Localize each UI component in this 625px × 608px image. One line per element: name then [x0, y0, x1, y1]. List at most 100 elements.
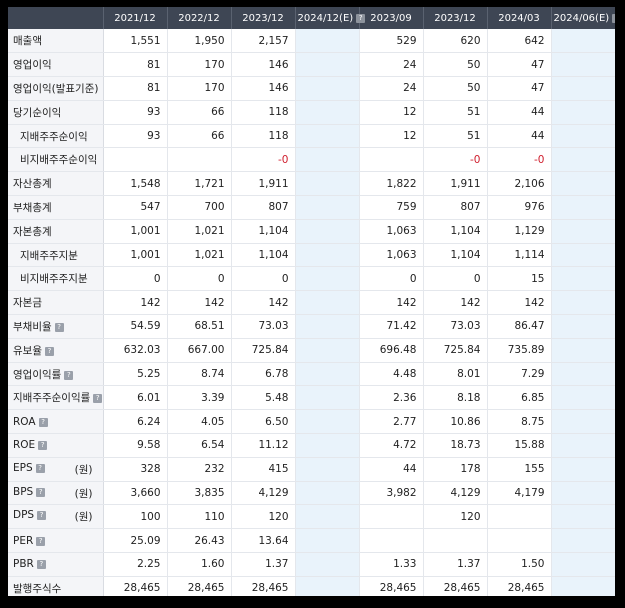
column-header: 2021/12	[103, 7, 168, 29]
value-cell	[423, 528, 488, 554]
value-cell: 2.25	[103, 552, 168, 577]
question-mark-icon[interactable]: ?	[93, 394, 103, 404]
value-cell: 2.36	[359, 385, 424, 411]
value-cell	[551, 76, 615, 101]
value-cell: 142	[359, 290, 424, 316]
table-row: 영업이익(발표기준) 81 170 146 24 50 47	[8, 76, 615, 101]
value-cell: 1,721	[167, 171, 232, 197]
question-mark-icon[interactable]: ?	[35, 463, 45, 473]
value-cell: 28,465	[423, 576, 488, 596]
table-row: DPS? (원) 100 110 120 120	[8, 504, 615, 530]
value-cell: 1,104	[423, 243, 488, 268]
question-mark-icon[interactable]: ?	[64, 370, 74, 380]
value-cell	[295, 243, 360, 268]
value-cell: 8.75	[487, 409, 552, 435]
value-cell: 6.24	[103, 409, 168, 435]
value-cell: 0	[231, 266, 296, 292]
question-mark-icon[interactable]: ?	[38, 417, 48, 427]
value-cell: 24	[359, 52, 424, 78]
value-cell	[295, 314, 360, 339]
value-cell	[359, 504, 424, 530]
value-cell: 1,129	[487, 219, 552, 244]
header-label-cell	[8, 7, 104, 29]
value-cell: 26.43	[167, 528, 232, 554]
value-cell: 4.05	[167, 409, 232, 435]
row-label[interactable]: ROA	[13, 415, 36, 428]
row-label[interactable]: EPS	[13, 461, 33, 474]
value-cell	[295, 219, 360, 244]
row-label[interactable]: PBR	[13, 558, 34, 571]
value-cell: 54.59	[103, 314, 168, 339]
question-mark-icon[interactable]: ?	[38, 441, 48, 451]
value-cell: 4.48	[359, 361, 424, 387]
value-cell	[551, 337, 615, 363]
row-label[interactable]: DPS	[13, 509, 35, 522]
value-cell: 976	[487, 195, 552, 220]
value-cell	[551, 290, 615, 316]
row-label[interactable]: 영업이익률	[13, 368, 62, 381]
table-header-row: 2021/12 2022/12 2023/12 2024/12(E)? 2023/09 2…	[8, 7, 615, 29]
value-cell: 1,551	[103, 29, 168, 54]
row-label: 지배주주지분	[20, 249, 78, 262]
value-cell: 12	[359, 100, 424, 125]
row-label[interactable]: 부채비율	[13, 320, 52, 333]
value-cell: 24	[359, 76, 424, 101]
row-label: 영업이익(발표기준)	[13, 82, 99, 95]
value-cell: 2,106	[487, 171, 552, 197]
value-cell: 142	[487, 290, 552, 316]
value-cell: 6.50	[231, 409, 296, 435]
column-header: 2023/12	[231, 7, 296, 29]
question-mark-icon[interactable]: ?	[612, 13, 615, 23]
question-mark-icon[interactable]: ?	[54, 322, 64, 332]
value-cell: 1,001	[103, 219, 168, 244]
column-header-label: 2023/12	[242, 12, 284, 24]
value-cell	[295, 147, 360, 173]
value-cell: 807	[423, 195, 488, 220]
row-label[interactable]: ROE	[13, 439, 36, 452]
value-cell: 696.48	[359, 337, 424, 363]
value-cell	[551, 456, 615, 482]
value-cell: 1.60	[167, 552, 232, 577]
question-mark-icon[interactable]: ?	[36, 536, 46, 546]
value-cell: 3.39	[167, 385, 232, 411]
value-cell	[295, 100, 360, 125]
value-cell	[551, 219, 615, 244]
value-cell: 667.00	[167, 337, 232, 363]
table-row: 지배주주순이익률? 6.01 3.39 5.48 2.36 8.18 6.85	[8, 385, 615, 411]
column-header: 2023/12	[423, 7, 488, 29]
value-cell: 178	[423, 456, 488, 482]
value-cell: 5.25	[103, 361, 168, 387]
question-mark-icon[interactable]: ?	[36, 560, 46, 570]
value-cell: 170	[167, 76, 232, 101]
table-row: 부채비율? 54.59 68.51 73.03 71.42 73.03 86.47	[8, 314, 615, 339]
table-row: 자본금 142 142 142 142 142 142	[8, 290, 615, 316]
value-cell	[551, 123, 615, 149]
question-mark-icon[interactable]: ?	[356, 13, 366, 23]
question-mark-icon[interactable]: ?	[36, 487, 46, 497]
row-label-cell: PBR?	[8, 552, 104, 577]
value-cell: 28,465	[359, 576, 424, 596]
row-label[interactable]: PER	[13, 534, 34, 547]
row-label: 당기순이익	[13, 106, 62, 119]
column-header: 2023/09	[359, 7, 424, 29]
value-cell	[295, 456, 360, 482]
row-label[interactable]: BPS	[13, 485, 34, 498]
value-cell	[551, 433, 615, 458]
value-cell	[295, 123, 360, 149]
value-cell	[551, 481, 615, 506]
row-label-cell: 유보율?	[8, 337, 104, 363]
row-label[interactable]: 지배주주순이익률	[13, 392, 91, 405]
question-mark-icon[interactable]: ?	[37, 511, 47, 521]
table-row: ROA? 6.24 4.05 6.50 2.77 10.86 8.75	[8, 409, 615, 435]
value-cell	[295, 76, 360, 101]
row-label-cell: EPS? (원)	[8, 456, 104, 482]
row-label-cell: 자본총계	[8, 219, 104, 244]
question-mark-icon[interactable]: ?	[44, 346, 54, 356]
column-header-label: 2023/09	[370, 12, 412, 24]
value-cell: 66	[167, 100, 232, 125]
row-label[interactable]: 유보율	[13, 344, 42, 357]
value-cell: 1,063	[359, 219, 424, 244]
column-header-label: 2022/12	[178, 12, 220, 24]
value-cell: 73.03	[423, 314, 488, 339]
column-header-label: 2023/12	[434, 12, 476, 24]
